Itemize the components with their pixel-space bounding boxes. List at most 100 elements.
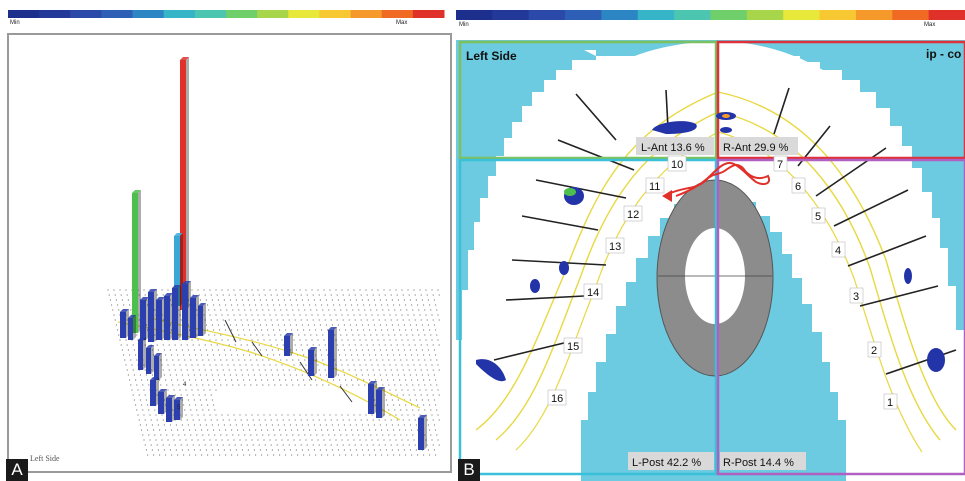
grid-dot <box>209 289 211 291</box>
grid-dot <box>403 374 405 376</box>
grid-dot <box>286 309 288 311</box>
grid-dot <box>233 364 235 366</box>
grid-dot <box>397 449 399 451</box>
grid-dot <box>197 289 199 291</box>
grid-dot <box>363 354 365 356</box>
grid-dot <box>389 439 391 441</box>
grid-dot <box>336 319 338 321</box>
grid-dot <box>171 354 173 356</box>
grid-dot <box>301 449 303 451</box>
tooth-number-right: 6 <box>795 181 801 193</box>
grid-dot <box>190 359 192 361</box>
grid-dot <box>365 314 367 316</box>
grid-dot <box>399 354 401 356</box>
grid-dot <box>293 414 295 416</box>
grid-dot <box>257 364 259 366</box>
grid-dot <box>285 304 287 306</box>
grid-dot <box>229 449 231 451</box>
grid-dot <box>309 379 311 381</box>
grid-dot <box>400 409 402 411</box>
grid-dot <box>412 334 414 336</box>
force-bar-side <box>180 397 183 420</box>
grid-dot <box>370 434 372 436</box>
grid-dot <box>325 424 327 426</box>
grid-dot <box>249 354 251 356</box>
force-bar-top <box>182 281 191 284</box>
grid-dot <box>189 354 191 356</box>
grid-dot <box>342 419 344 421</box>
grid-dot <box>324 319 326 321</box>
grid-dot <box>436 409 438 411</box>
grid-dot <box>228 419 230 421</box>
grid-dot <box>187 449 189 451</box>
grid-dot <box>225 429 227 431</box>
tooth-number-left: 10 <box>671 159 683 171</box>
grid-dot <box>396 294 398 296</box>
grid-dot <box>189 454 191 456</box>
grid-dot <box>165 454 167 456</box>
grid-dot <box>129 304 131 306</box>
grid-dot <box>264 369 266 371</box>
grid-dot <box>119 339 121 341</box>
grid-dot <box>193 424 195 426</box>
grid-dot <box>304 434 306 436</box>
grid-dot <box>327 429 329 431</box>
grid-dot <box>348 444 350 446</box>
grid-dot <box>215 439 217 441</box>
grid-dot <box>366 369 368 371</box>
force-bar-top <box>132 190 141 193</box>
grid-dot <box>436 334 438 336</box>
grid-dot <box>293 339 295 341</box>
grid-dot <box>173 364 175 366</box>
grid-dot <box>407 289 409 291</box>
grid-dot <box>376 359 378 361</box>
grid-dot <box>208 384 210 386</box>
force-bar <box>172 288 178 340</box>
grid-dot <box>241 374 243 376</box>
grid-dot <box>291 429 293 431</box>
grid-dot <box>197 364 199 366</box>
grid-dot <box>181 399 183 401</box>
grid-dot <box>358 434 360 436</box>
grid-dot <box>156 294 158 296</box>
grid-dot <box>227 439 229 441</box>
grid-dot <box>184 434 186 436</box>
grid-dot <box>189 379 191 381</box>
color-scale-swatch <box>381 10 414 18</box>
grid-dot <box>235 424 237 426</box>
grid-dot <box>130 309 132 311</box>
grid-dot <box>420 394 422 396</box>
grid-dot <box>191 389 193 391</box>
grid-dot <box>217 449 219 451</box>
grid-dot <box>159 379 161 381</box>
grid-dot <box>186 344 188 346</box>
grid-dot <box>323 414 325 416</box>
grid-dot <box>424 359 426 361</box>
grid-dot <box>412 434 414 436</box>
grid-dot <box>201 429 203 431</box>
grid-dot <box>351 304 353 306</box>
grid-dot <box>393 429 395 431</box>
grid-dot <box>291 329 293 331</box>
grid-dot <box>147 379 149 381</box>
grid-dot <box>435 404 437 406</box>
grid-dot <box>127 374 129 376</box>
grid-dot <box>319 324 321 326</box>
grid-dot <box>393 404 395 406</box>
grid-dot <box>425 314 427 316</box>
grid-dot <box>215 314 217 316</box>
grid-dot <box>202 359 204 361</box>
grid-dot <box>330 319 332 321</box>
tooth-divider <box>224 319 237 343</box>
grid-dot <box>333 379 335 381</box>
grid-dot <box>271 449 273 451</box>
grid-dot <box>435 429 437 431</box>
grid-dot <box>342 344 344 346</box>
grid-dot <box>181 449 183 451</box>
grid-dot <box>279 354 281 356</box>
grid-dot <box>389 389 391 391</box>
grid-dot <box>251 314 253 316</box>
grid-dot <box>348 369 350 371</box>
grid-dot <box>423 404 425 406</box>
